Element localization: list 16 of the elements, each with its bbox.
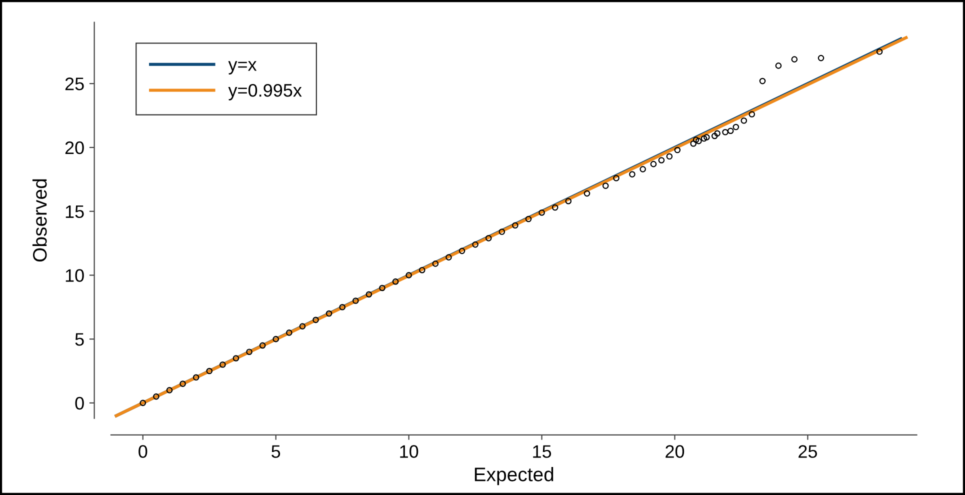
y-tick-label: 0 xyxy=(75,396,84,410)
x-axis-title: Expected xyxy=(474,467,554,486)
y-tick-label: 20 xyxy=(65,141,84,154)
x-tick-label: 15 xyxy=(533,445,552,458)
x-tick-label: 20 xyxy=(666,445,684,458)
y-tick-label: 10 xyxy=(66,269,84,282)
y-tick-label: 15 xyxy=(66,205,84,218)
x-tick-label: 0 xyxy=(138,445,148,458)
y-axis-title: Observed xyxy=(32,179,47,262)
x-tick-label: 5 xyxy=(272,445,280,458)
legend-label: y=0.995x xyxy=(228,84,302,100)
x-tick-label: 25 xyxy=(798,445,818,458)
y-tick-label: 5 xyxy=(75,333,84,346)
y-tick-label: 25 xyxy=(65,78,84,90)
legend-label: y=x xyxy=(228,61,257,74)
x-tick-label: 10 xyxy=(400,445,418,458)
